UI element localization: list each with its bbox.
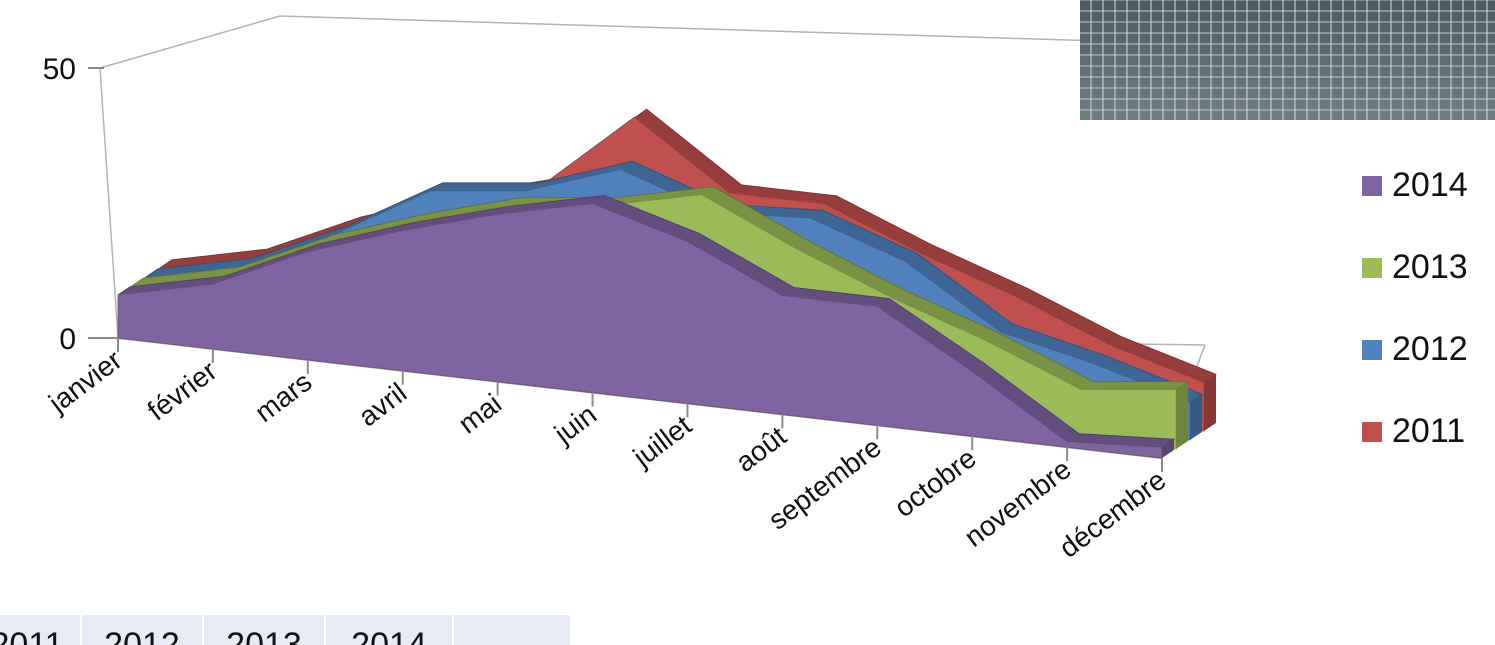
series-2014 [117, 195, 1176, 459]
x-category-label: mars [249, 366, 317, 428]
x-category-label: janvier [42, 344, 127, 419]
series-2014-endcap [1162, 439, 1174, 458]
y-tick-label-50: 50 [43, 53, 76, 86]
x-category-label: avril [353, 377, 413, 433]
series-2012-endcap [1190, 394, 1202, 440]
legend-label: 2011 [1392, 412, 1466, 450]
legend-swatch [1362, 176, 1382, 196]
y-axis-line [99, 67, 119, 339]
x-category-label: octobre [889, 442, 982, 523]
legend-swatch [1362, 422, 1382, 442]
y-axis-ticks: 0 50 [43, 53, 118, 356]
series-areas [117, 108, 1217, 459]
legend-swatch [1362, 258, 1382, 278]
table-header-cell: 2011 [0, 615, 82, 645]
solar-panel-photo [1080, 0, 1495, 120]
x-category-label: mai [453, 388, 508, 440]
x-category-label: juillet [627, 409, 698, 473]
table-header-cell [454, 615, 572, 645]
x-category-label: février [142, 355, 223, 427]
table-header-cell: 2014 [326, 615, 454, 645]
series-2013-endcap [1176, 381, 1188, 449]
series-2011-endcap [1204, 374, 1216, 431]
x-category-label: juin [548, 399, 602, 451]
table-header-cell: 2012 [82, 615, 204, 645]
legend-label: 2014 [1392, 166, 1468, 204]
y-tick-label-0: 0 [59, 323, 76, 356]
data-table-header: 2011201220132014 [0, 615, 572, 645]
legend-swatch [1362, 340, 1382, 360]
legend-label: 2013 [1392, 248, 1468, 286]
left-wall-top-edge [99, 15, 281, 69]
legend-label: 2012 [1392, 330, 1468, 368]
x-category-label: août [730, 420, 792, 478]
table-header-cell: 2013 [204, 615, 326, 645]
